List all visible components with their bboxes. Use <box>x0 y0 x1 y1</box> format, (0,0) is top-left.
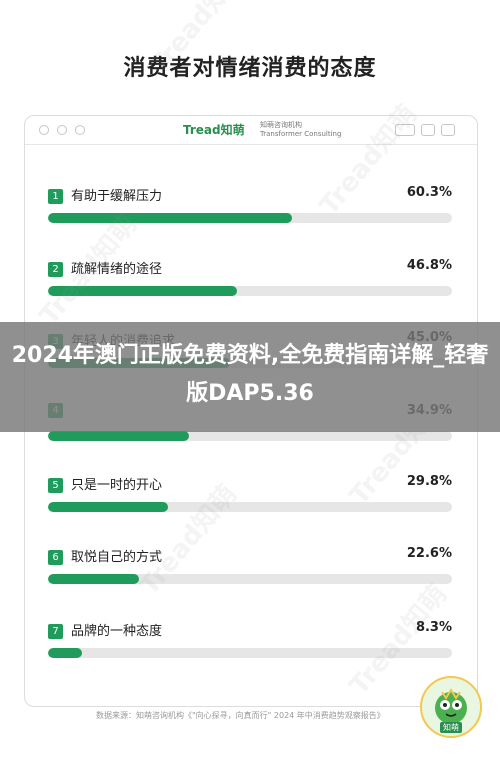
value-label: 60.3% <box>406 185 452 200</box>
rank-badge: 5 <box>48 478 63 493</box>
bar-label: 7 品牌的一种态度 <box>48 620 162 639</box>
overlay-banner <box>0 322 500 432</box>
value-label: 8.3% <box>415 620 452 635</box>
bar-track <box>48 286 452 296</box>
mascot-badge: 知萌 <box>420 676 482 738</box>
mascot-icon <box>435 688 467 724</box>
bar <box>48 431 189 441</box>
brand-subtitle-cn: 知萌咨询机构 <box>260 121 302 129</box>
bar-label: 1 有助于缓解压力 <box>48 185 162 204</box>
category-label: 只是一时的开心 <box>71 478 163 493</box>
bar-track <box>48 431 452 441</box>
bar-track <box>48 648 452 658</box>
bar <box>48 213 292 223</box>
bar-label: 6 取悦自己的方式 <box>48 546 162 565</box>
bar-track <box>48 502 452 512</box>
overlay-banner-text: 2024年澳门正版免费资料,全免费指南详解_轻奢版DAP5.36 <box>11 343 489 406</box>
bar <box>48 502 169 512</box>
rank-badge: 2 <box>48 262 63 277</box>
bar <box>48 648 82 658</box>
header-button-3 <box>441 124 455 136</box>
brand-subtitle: 知萌咨询机构 Transformer Consulting <box>260 121 341 139</box>
bar-label: 5 只是一时的开心 <box>48 474 162 493</box>
category-label: 有助于缓解压力 <box>71 189 163 204</box>
page-title: 消费者对情绪消费的态度 <box>123 56 377 81</box>
window-dot-1 <box>39 125 49 135</box>
category-label: 取悦自己的方式 <box>71 550 163 565</box>
bar <box>48 574 140 584</box>
bar <box>48 286 238 296</box>
value-label: 29.8% <box>406 474 452 489</box>
source-note: 数据来源：知萌咨询机构《"向心探寻，向真而行" 2024 年中消费趋势观察报告》 <box>96 711 385 720</box>
window-dot-2 <box>57 125 67 135</box>
bar-track <box>48 574 452 584</box>
value-label: 46.8% <box>406 258 452 273</box>
brand-subtitle-en: Transformer Consulting <box>260 130 342 138</box>
category-label: 品牌的一种态度 <box>71 624 163 639</box>
rank-badge: 1 <box>48 189 63 204</box>
header-button-1 <box>395 124 415 136</box>
bar-label: 2 疏解情绪的途径 <box>48 258 162 277</box>
rank-badge: 7 <box>48 624 63 639</box>
mascot-label: 知萌 <box>440 722 462 733</box>
rank-badge: 6 <box>48 550 63 565</box>
header-button-2 <box>421 124 435 136</box>
category-label: 疏解情绪的途径 <box>71 262 163 277</box>
bar-track <box>48 213 452 223</box>
card-header: Tread知萌 知萌咨询机构 Transformer Consulting <box>25 116 477 145</box>
brand-logo: Tread知萌 <box>183 123 245 137</box>
value-label: 22.6% <box>406 546 452 561</box>
window-dot-3 <box>75 125 85 135</box>
